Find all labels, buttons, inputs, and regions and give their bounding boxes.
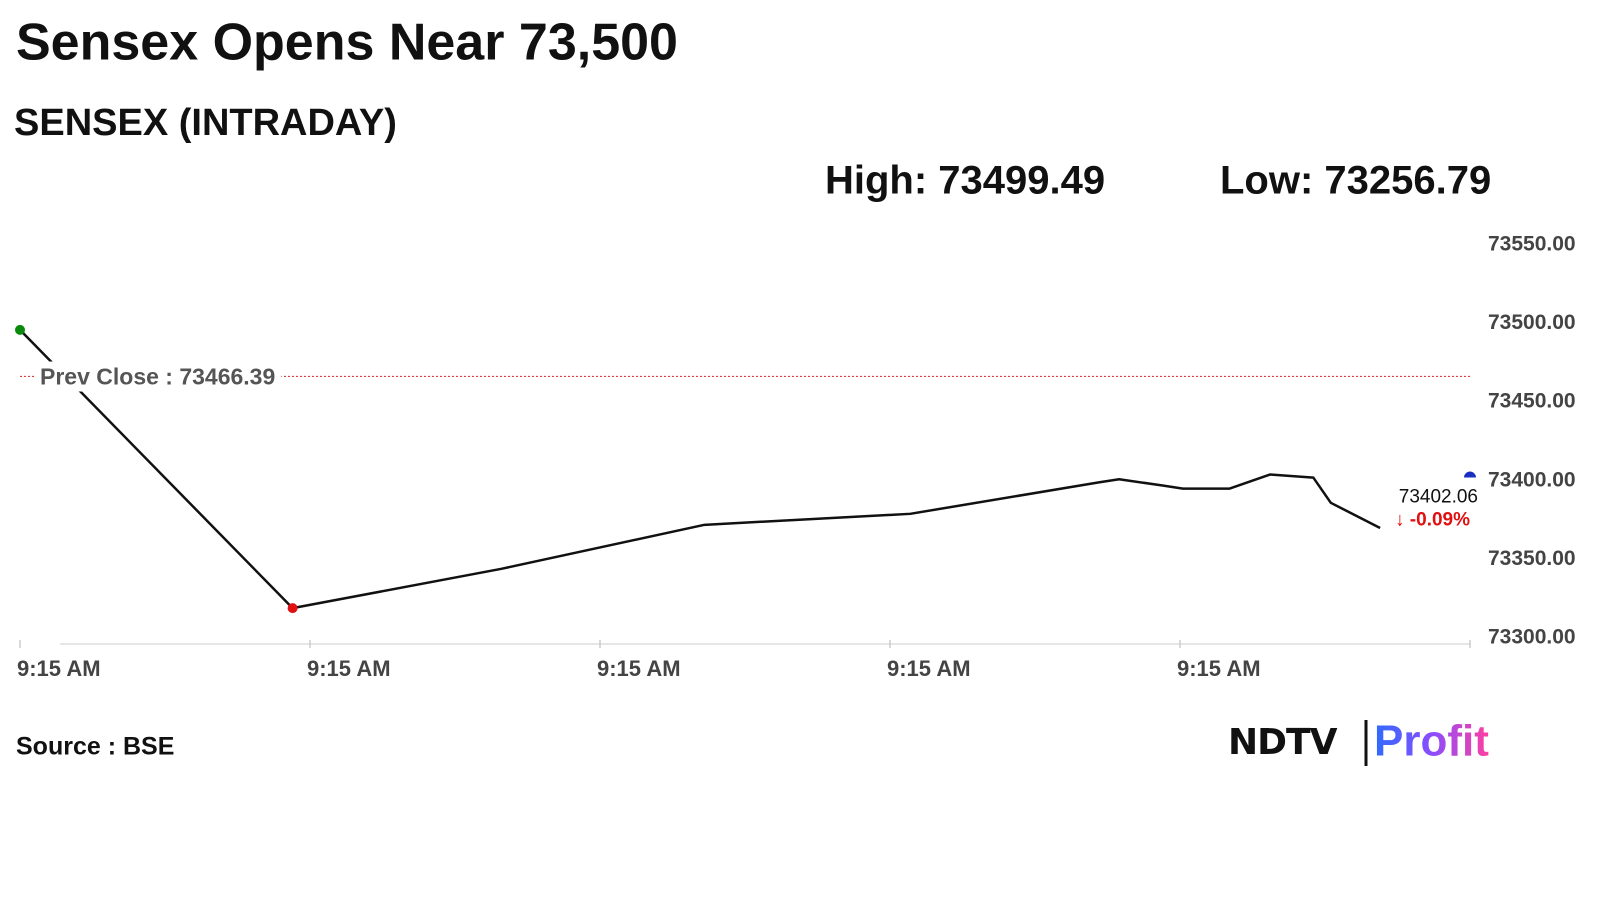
y-tick-label: 73350.00 <box>1488 547 1576 570</box>
chart-title: Sensex Opens Near 73,500 <box>16 14 678 72</box>
low-label: Low: 73256.79 <box>1220 159 1491 203</box>
y-tick-label: 73550.00 <box>1488 233 1576 256</box>
y-tick-label: 73500.00 <box>1488 311 1576 334</box>
x-tick-label: 9:15 AM <box>307 656 391 681</box>
change-label: ↓ -0.09% <box>1395 510 1470 531</box>
y-tick-label: 73300.00 <box>1488 626 1576 649</box>
low-point <box>287 603 298 614</box>
x-tick-label: 9:15 AM <box>1177 656 1261 681</box>
last-value-marker <box>1464 471 1476 478</box>
reference-label: Prev Close : 73466.39 <box>40 364 275 390</box>
price-line <box>19 329 1381 610</box>
brand-name: NDTV <box>1228 722 1338 763</box>
high-label: High: 73499.49 <box>825 159 1105 203</box>
brand-product: Profit <box>1374 717 1489 766</box>
y-tick-label: 73400.00 <box>1488 468 1576 491</box>
y-tick-label: 73450.00 <box>1488 390 1576 413</box>
open-point <box>15 324 25 335</box>
reference-label-bg <box>34 361 282 392</box>
x-tick-label: 9:15 AM <box>887 656 971 681</box>
last-value-label: 73402.06 <box>1399 487 1478 508</box>
source: Source : BSE <box>16 733 174 761</box>
x-tick-label: 9:15 AM <box>17 656 101 681</box>
chart-subtitle: SENSEX (INTRADAY) <box>14 102 397 144</box>
x-tick-label: 9:15 AM <box>597 656 681 681</box>
